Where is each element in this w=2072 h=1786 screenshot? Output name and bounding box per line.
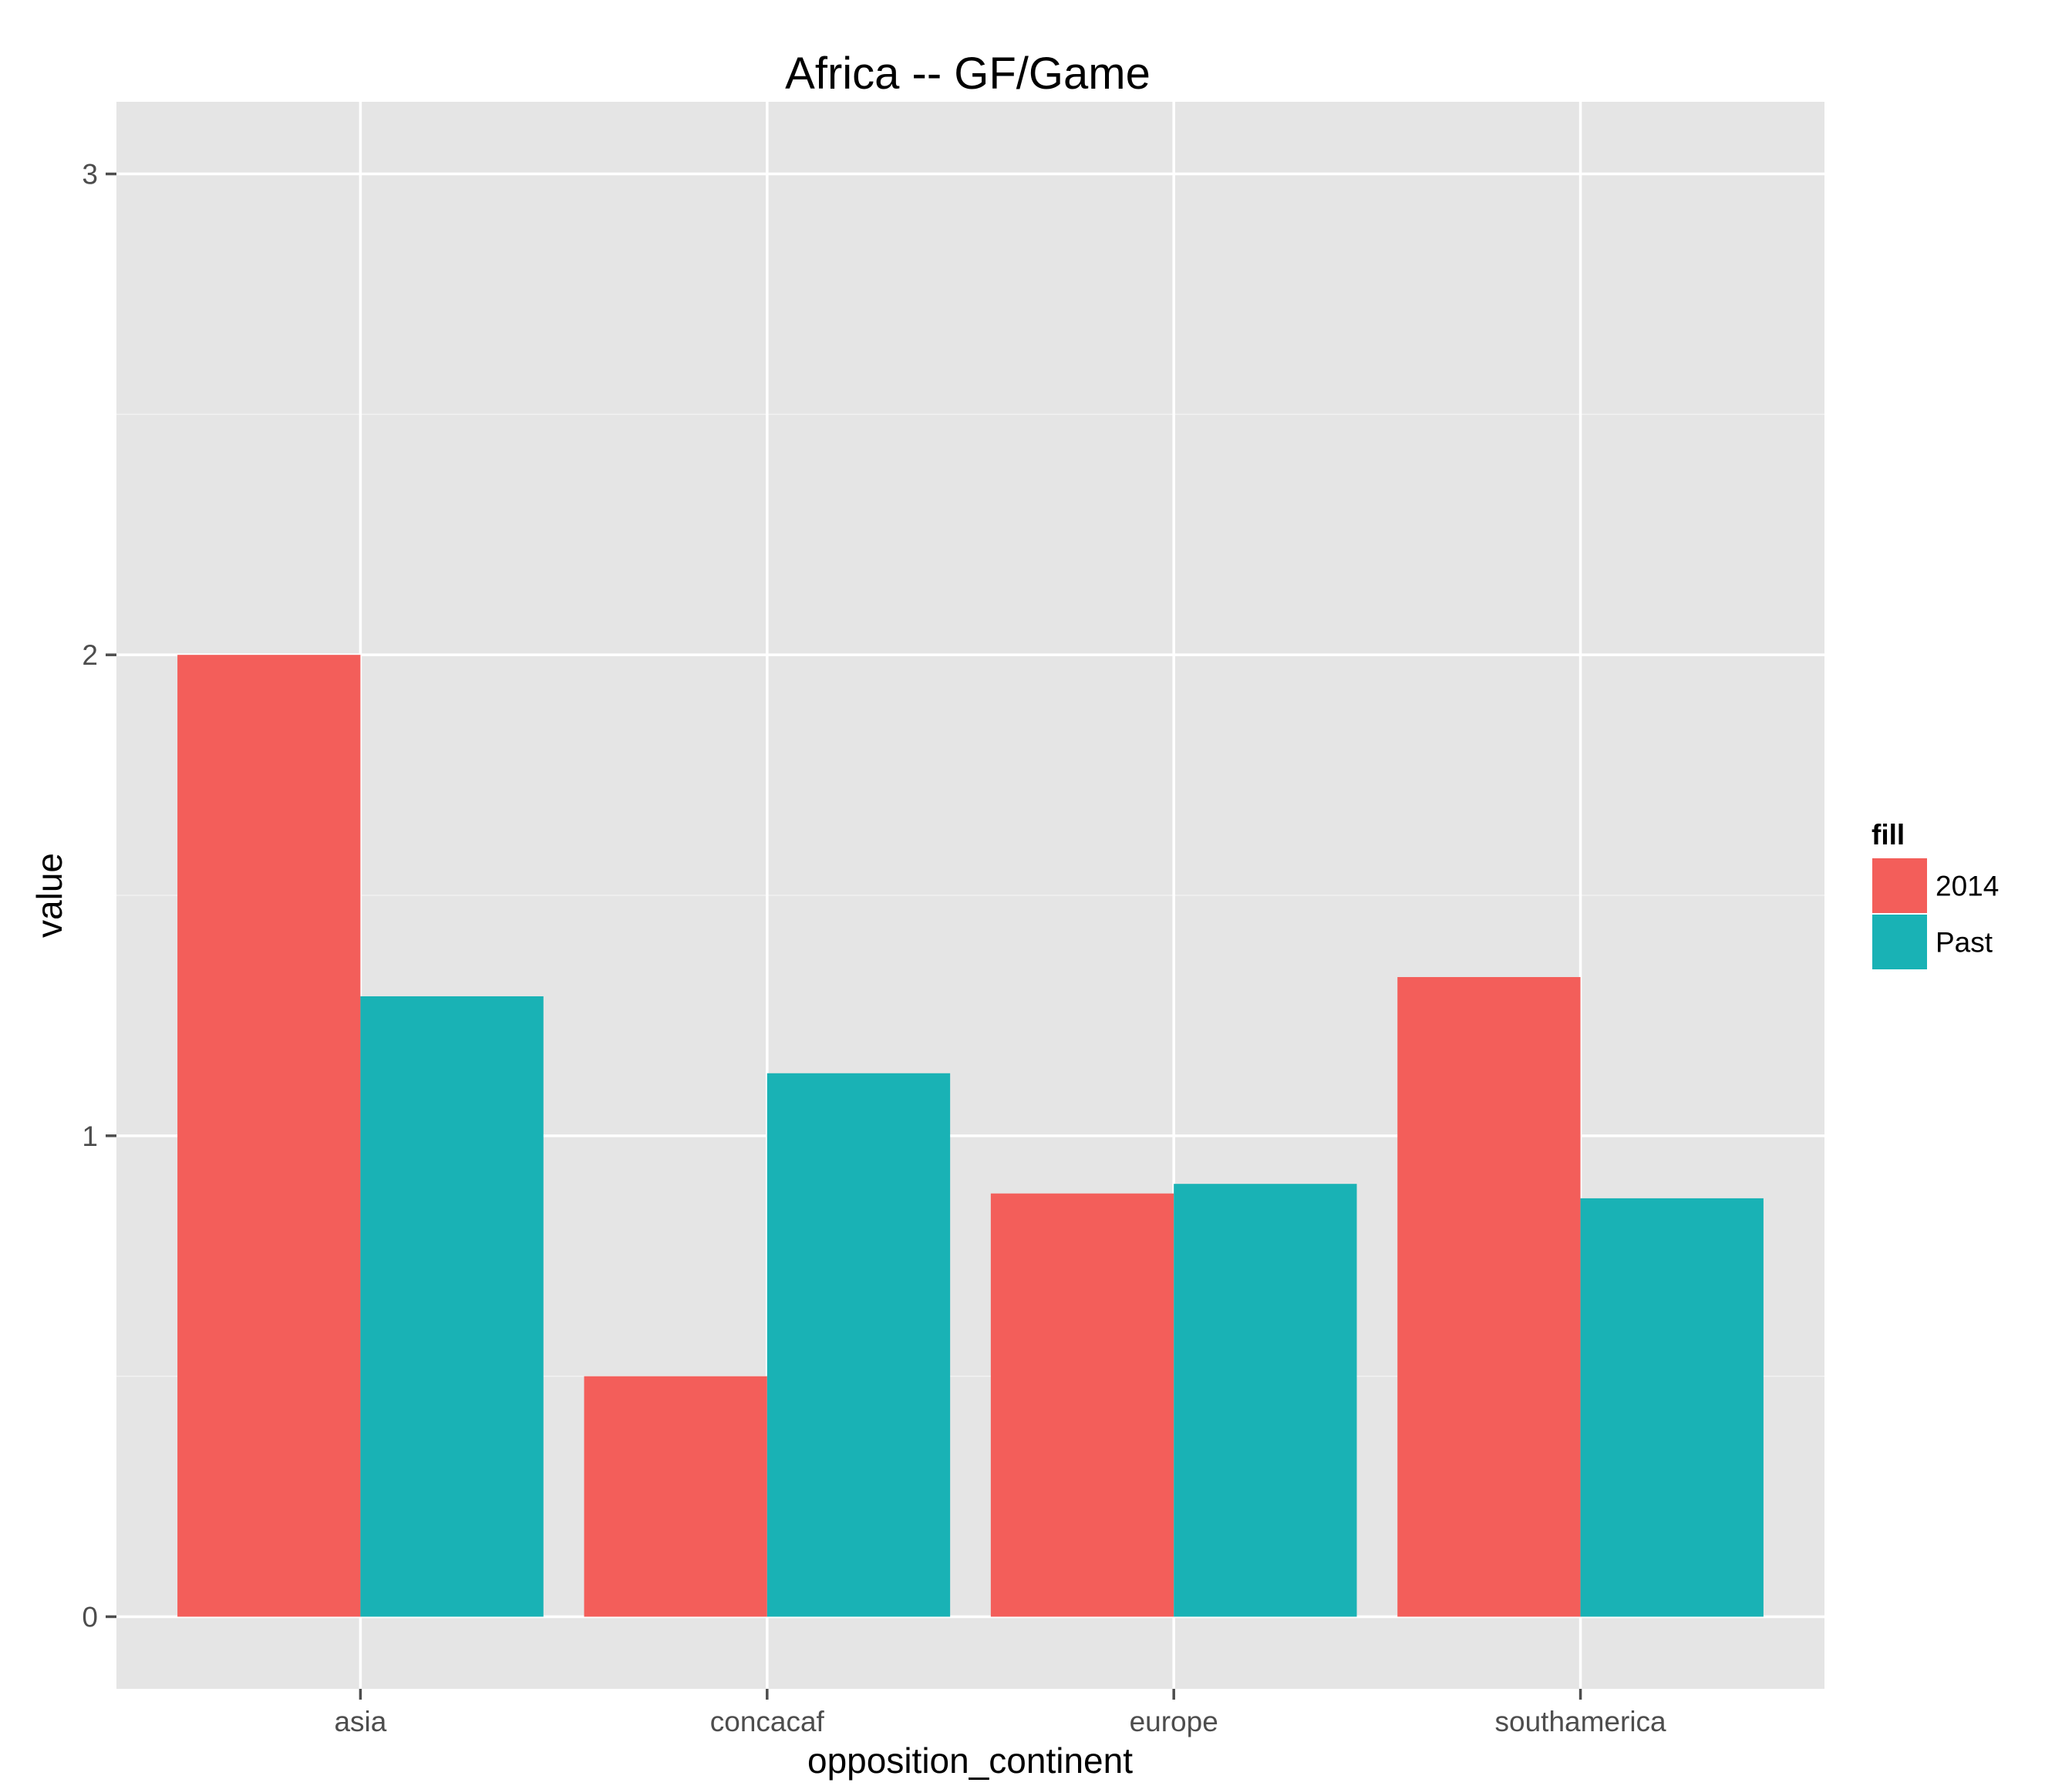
y-axis-title: value <box>29 853 69 938</box>
legend-label-past: Past <box>1936 927 1993 959</box>
legend-swatch-past <box>1872 915 1927 969</box>
bar-concacaf-past <box>766 1073 951 1617</box>
legend: fill 2014 Past <box>1871 819 1999 971</box>
bars <box>177 655 1764 1617</box>
axes: 0 1 2 3 asia concacaf europe southamerica <box>82 159 1666 1737</box>
x-axis-title: opposition_continent <box>807 1741 1133 1781</box>
x-tick-label-southamerica: southamerica <box>1495 1706 1667 1737</box>
y-tick-label: 3 <box>82 159 98 190</box>
x-tick-label-europe: europe <box>1130 1706 1218 1737</box>
legend-title: fill <box>1872 819 1905 851</box>
y-tick-label: 0 <box>82 1601 98 1633</box>
legend-label-2014: 2014 <box>1936 871 1999 902</box>
chart-title: Africa -- GF/Game <box>785 49 1151 99</box>
bar-southamerica-2014 <box>1397 977 1581 1617</box>
bar-europe-2014 <box>990 1193 1174 1617</box>
bar-asia-past <box>360 996 544 1617</box>
bar-concacaf-2014 <box>584 1376 767 1617</box>
x-tick-label-concacaf: concacaf <box>710 1706 825 1737</box>
legend-swatch-2014 <box>1872 858 1927 913</box>
y-tick-label: 1 <box>82 1120 98 1152</box>
y-tick-label: 2 <box>82 639 98 671</box>
bar-asia-2014 <box>177 655 361 1617</box>
bar-europe-past <box>1174 1184 1357 1617</box>
x-tick-label-asia: asia <box>334 1706 386 1737</box>
bar-southamerica-past <box>1580 1198 1764 1617</box>
